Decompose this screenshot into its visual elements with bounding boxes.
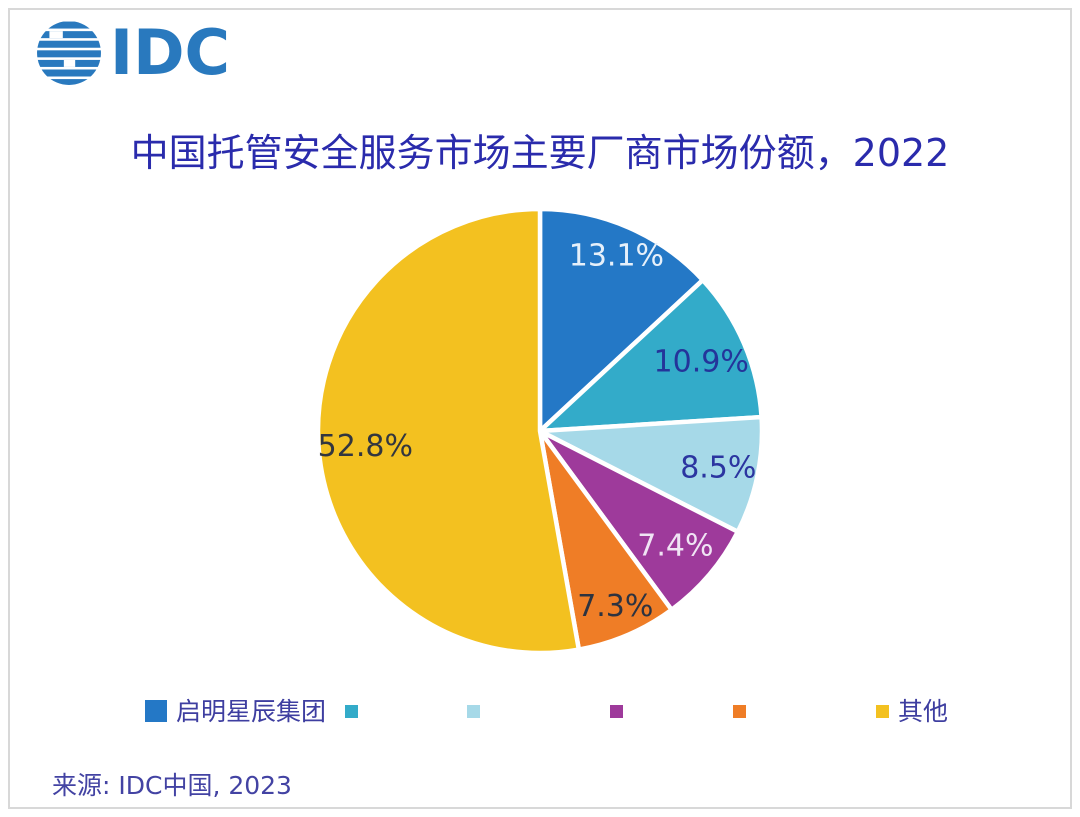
chart-legend: 启明星辰集团 其他: [0, 694, 1080, 728]
legend-item-5: [733, 694, 755, 728]
legend-item-4: [610, 694, 632, 728]
pie-value-label-5: 7.3%: [577, 589, 653, 624]
legend-item-1: 启明星辰集团: [145, 694, 326, 728]
pie-slice-3: [537, 414, 765, 535]
legend-item-2: [345, 694, 367, 728]
legend-label: 其他: [898, 696, 949, 726]
legend-swatch-lightblue: [467, 704, 480, 718]
pie-value-label-6: 52.8%: [318, 429, 413, 464]
legend-item-6: 其他: [876, 694, 948, 728]
idc-logo: IDC: [36, 20, 230, 86]
legend-swatch-purple: [610, 704, 623, 718]
legend-swatch-blue: [145, 700, 167, 722]
pie-value-label-2: 10.9%: [654, 344, 749, 379]
chart-title: 中国托管安全服务市场主要厂商市场份额，2022: [130, 131, 950, 175]
legend-swatch-yellow: [876, 704, 889, 718]
idc-globe-icon: [37, 21, 101, 85]
pie-slice-1: [537, 206, 706, 434]
legend-swatch-orange: [733, 704, 746, 718]
source-note: 来源: IDC中国, 2023: [52, 771, 292, 800]
idc-logo-text: IDC: [110, 16, 231, 89]
legend-item-3: [467, 694, 489, 728]
pie-slice-6: [315, 206, 582, 656]
pie-value-label-1: 13.1%: [569, 239, 664, 274]
pie-slice-2: [537, 277, 764, 434]
pie-value-label-3: 8.5%: [680, 450, 756, 485]
legend-label: 启明星辰集团: [176, 696, 327, 726]
legend-swatch-teal: [345, 704, 358, 718]
pie-value-label-4: 7.4%: [637, 528, 713, 563]
